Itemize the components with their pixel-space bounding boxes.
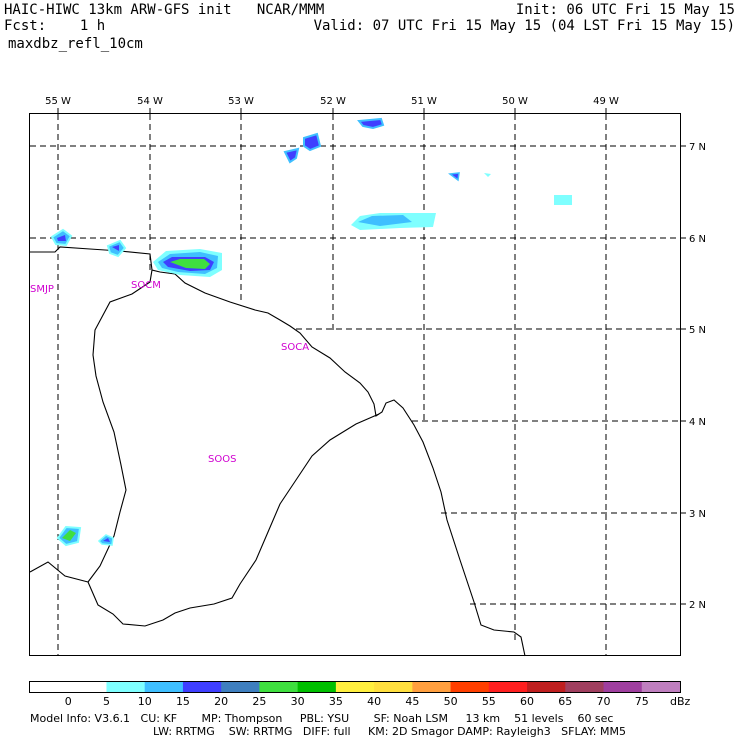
- colorbar-unit: dBz: [670, 695, 691, 708]
- colorbar-swatch: [297, 682, 337, 693]
- lon-label: 52 W: [320, 96, 346, 107]
- colorbar-swatch: [106, 682, 146, 693]
- grid-lines: [30, 114, 680, 655]
- lat-label: 5 N: [689, 325, 706, 336]
- colorbar-swatch: [641, 682, 681, 693]
- colorbar-tick-label: 15: [176, 695, 190, 708]
- station-label: SOCM: [131, 280, 161, 291]
- lon-label: 50 W: [502, 96, 528, 107]
- station-label: SOCA: [281, 342, 309, 353]
- init-time: Init: 06 UTC Fri 15 May 15: [515, 2, 735, 18]
- lon-label: 49 W: [593, 96, 619, 107]
- lat-label: 2 N: [689, 600, 706, 611]
- colorbar-tick-label: 50: [444, 695, 458, 708]
- lat-label: 6 N: [689, 234, 706, 245]
- colorbar: 0 5 10 15 20 25 30 35 40 45 50 55 60 65 70 75 dBz: [29, 681, 691, 708]
- lat-label: 3 N: [689, 509, 706, 520]
- colorbar-tick-label: 70: [597, 695, 611, 708]
- colorbar-swatch: [182, 682, 222, 693]
- colorbar-tick-label: 30: [291, 695, 305, 708]
- lon-label: 55 W: [45, 96, 71, 107]
- axis-ticks: [57, 108, 686, 605]
- lon-label: 53 W: [228, 96, 254, 107]
- lat-label: 7 N: [689, 142, 706, 153]
- colorbar-tick-label: 40: [367, 695, 381, 708]
- lat-label: 4 N: [689, 417, 706, 428]
- field-name: maxdbz_refl_10cm: [8, 36, 143, 52]
- colorbar-swatch: [68, 682, 107, 693]
- colorbar-tick-label: 35: [329, 695, 343, 708]
- coastlines: [29, 246, 526, 657]
- map-title: HAIC-HIWC 13km ARW-GFS init NCAR/MMM: [4, 2, 325, 18]
- colorbar-tick-label: 60: [520, 695, 534, 708]
- colorbar-swatch: [30, 682, 69, 693]
- valid-time: Valid: 07 UTC Fri 15 May 15 (04 LST Fri …: [313, 18, 735, 34]
- colorbar-tick-label: 10: [138, 695, 152, 708]
- lon-label: 54 W: [137, 96, 163, 107]
- colorbar-swatch: [527, 682, 566, 693]
- colorbar-tick-label: 5: [103, 695, 110, 708]
- colorbar-tick-label: 55: [482, 695, 496, 708]
- colorbar-swatch: [335, 682, 375, 693]
- colorbar-tick-label: 25: [252, 695, 266, 708]
- colorbar-swatch: [144, 682, 184, 693]
- reflectivity-cells: [50, 117, 572, 547]
- model-info-line2: LW: RRTMG SW: RRTMG DIFF: full KM: 2D Sm…: [153, 725, 626, 738]
- forecast-hour: Fcst: 1 h: [4, 18, 106, 34]
- colorbar-tick-label: 75: [635, 695, 649, 708]
- station-label: SMJP: [30, 284, 54, 295]
- colorbar-tick-label: 65: [558, 695, 572, 708]
- colorbar-swatch: [412, 682, 452, 693]
- colorbar-swatch: [488, 682, 528, 693]
- colorbar-swatch: [221, 682, 260, 693]
- colorbar-tick-label: 0: [65, 695, 72, 708]
- station-label: SOOS: [208, 454, 236, 465]
- map-frame: [29, 113, 681, 656]
- colorbar-swatch: [374, 682, 413, 693]
- model-info-line1: Model Info: V3.6.1 CU: KF MP: Thompson P…: [30, 712, 614, 725]
- colorbar-swatch: [603, 682, 643, 693]
- lon-label: 51 W: [411, 96, 437, 107]
- colorbar-swatch: [450, 682, 490, 693]
- colorbar-tick-label: 20: [214, 695, 228, 708]
- colorbar-tick-label: 45: [405, 695, 419, 708]
- colorbar-swatch: [259, 682, 299, 693]
- colorbar-swatch: [565, 682, 605, 693]
